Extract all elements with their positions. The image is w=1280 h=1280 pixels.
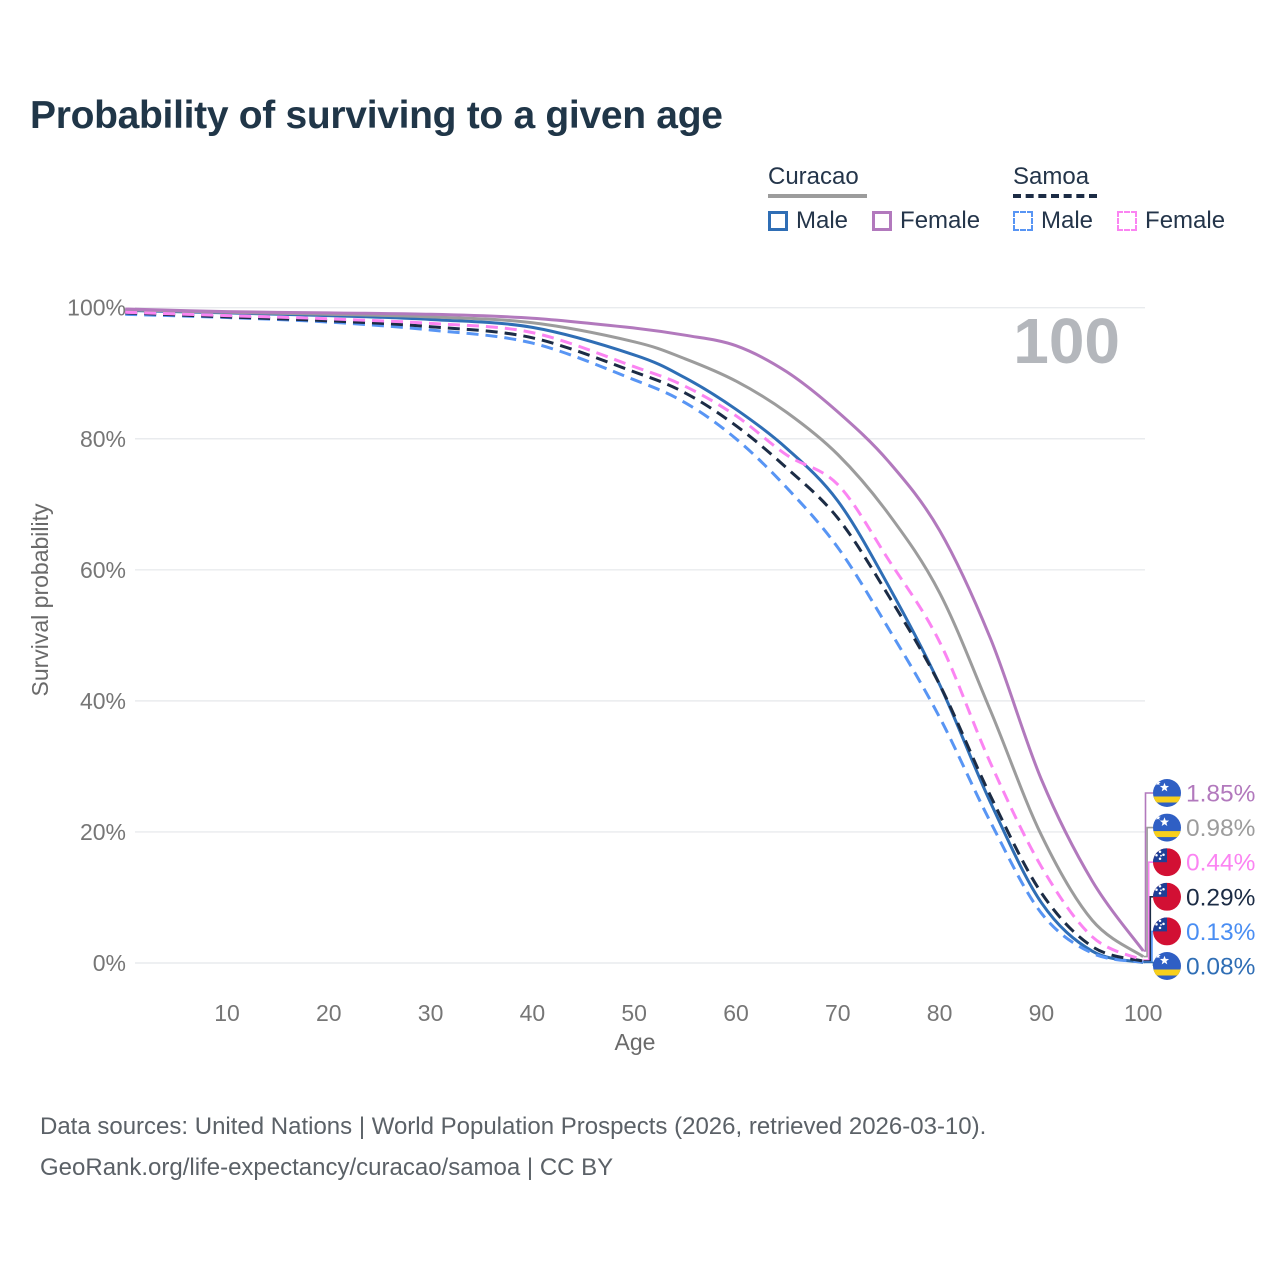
flag-cross-star — [1158, 885, 1162, 888]
curacao-flag-icon — [1153, 813, 1181, 842]
x-tick-label-40: 40 — [520, 1000, 546, 1026]
flag-star-small — [1155, 953, 1161, 959]
legend-item-curacao-male: Male — [768, 207, 848, 235]
x-axis-ticks: 10 20 30 40 50 60 70 80 90 100 — [214, 1000, 1162, 1026]
flag-cross-star — [1155, 888, 1158, 892]
x-tick-label-90: 90 — [1029, 1000, 1055, 1026]
flag-cross-star — [1160, 854, 1162, 857]
legend-swatch-samoa-female — [1117, 211, 1138, 231]
chart-title: Probability of surviving to a given age — [30, 94, 723, 137]
flag-star-small — [1155, 814, 1161, 820]
curve-curacao — [125, 308, 1145, 958]
legend-label-samoa-male: Male — [1041, 207, 1094, 234]
curve-samoa — [125, 311, 1144, 963]
legend-item-samoa-male: Male — [1013, 207, 1093, 235]
y-tick-label-80%: 80% — [80, 426, 126, 452]
flag-canton — [1153, 882, 1167, 897]
samoa-flag-icon — [1153, 917, 1181, 946]
flag-canton — [1153, 917, 1167, 932]
y-tick-label-100%: 100% — [67, 295, 126, 321]
legend-row-curacao: Male Female — [768, 207, 980, 235]
legend-group-samoa: Samoa Male Female — [1013, 163, 1225, 235]
flag-star-small — [1155, 780, 1161, 786]
legend-item-samoa-female: Female — [1117, 207, 1225, 235]
curve-samoa-male — [125, 312, 1144, 964]
x-tick-label-60: 60 — [723, 1000, 749, 1026]
y-tick-label-60%: 60% — [80, 557, 126, 583]
flag-cross-star — [1160, 924, 1162, 926]
y-tick-label-0%: 0% — [93, 950, 126, 976]
flag-cross-star — [1162, 888, 1165, 891]
flag-cross-star — [1155, 853, 1158, 857]
y-axis-ticks: 0% 20% 40% 60% 80% 100% — [67, 295, 126, 976]
samoa-flag-icon — [1153, 882, 1181, 911]
flag-cross-star — [1162, 922, 1165, 926]
flag-cross-star — [1160, 889, 1162, 892]
curve-samoa-female — [125, 310, 1144, 962]
end-label-samoa-male: 0.13% — [1186, 919, 1255, 946]
y-axis-title: Survival probability — [27, 503, 53, 697]
legend-group-curacao: Curacao Male Female — [768, 163, 980, 235]
legend-swatch-samoa-male — [1013, 211, 1033, 231]
flag-star-large — [1159, 817, 1170, 826]
x-tick-label-100: 100 — [1124, 1000, 1162, 1026]
end-label-curacao-female: 1.85% — [1186, 781, 1255, 808]
end-label-curacao: 0.98% — [1186, 815, 1255, 842]
x-axis-title: Age — [615, 1029, 656, 1055]
connector-samoa-female — [1143, 861, 1153, 961]
legend-item-curacao-female: Female — [872, 207, 980, 235]
legend-label-samoa-female: Female — [1145, 207, 1226, 234]
curacao-flag-icon — [1153, 952, 1181, 980]
y-tick-label-40%: 40% — [80, 688, 126, 714]
series-curves — [125, 307, 1145, 964]
flag-star-large — [1159, 955, 1170, 965]
curacao-flag-icon — [1153, 779, 1181, 807]
flag-star-large — [1159, 782, 1170, 792]
end-label-samoa-female: 0.44% — [1186, 850, 1255, 877]
end-label-curacao-male: 0.08% — [1186, 954, 1255, 981]
footer: Data sources: United Nations | World Pop… — [40, 1106, 986, 1188]
connector-curacao-male — [1143, 961, 1155, 967]
x-tick-label-50: 50 — [621, 1000, 647, 1026]
flag-stripe — [1153, 831, 1181, 838]
y-tick-label-20%: 20% — [80, 819, 126, 845]
connector-curacao-female — [1143, 792, 1153, 952]
flag-cross-star — [1158, 919, 1162, 923]
flag-cross-star — [1158, 892, 1162, 895]
x-tick-label-20: 20 — [316, 1000, 342, 1026]
footer-url-line: GeoRank.org/life-expectancy/curacao/samo… — [40, 1154, 614, 1181]
samoa-flag-icon — [1153, 848, 1181, 877]
x-tick-label-70: 70 — [825, 1000, 851, 1026]
connector-samoa — [1143, 896, 1153, 962]
flag-cross-star — [1158, 926, 1162, 930]
legend-swatch-curacao-male — [768, 211, 788, 231]
legend-country-samoa: Samoa — [1013, 163, 1098, 198]
x-tick-label-10: 10 — [214, 1000, 240, 1026]
x-tick-label-80: 80 — [927, 1000, 953, 1026]
connector-curacao — [1143, 826, 1153, 958]
flag-cross-star — [1158, 857, 1162, 860]
flag-cross-star — [1162, 853, 1165, 856]
end-label-samoa: 0.29% — [1186, 884, 1255, 911]
legend-row-samoa: Male Female — [1013, 207, 1225, 235]
flag-cross-star — [1158, 850, 1162, 853]
gridlines — [135, 307, 1145, 964]
footer-source-line: Data sources: United Nations | World Pop… — [40, 1113, 987, 1140]
curve-curacao-female — [125, 307, 1145, 952]
legend-country-curacao: Curacao — [768, 163, 867, 198]
curve-curacao-male — [125, 308, 1144, 964]
age-100-watermark: 100 — [1013, 305, 1120, 377]
flag-cross-star — [1155, 923, 1158, 926]
legend-swatch-curacao-female — [872, 211, 893, 231]
flag-stripe — [1153, 796, 1181, 803]
legend-label-curacao-male: Male — [796, 207, 849, 234]
flag-canton — [1153, 848, 1167, 863]
legend-label-curacao-female: Female — [900, 207, 981, 234]
end-annotations: 1.85% 0.98% 0.44% 0.29% 0.13% 0.08% — [1143, 779, 1255, 981]
x-tick-label-30: 30 — [418, 1000, 444, 1026]
flag-stripe — [1153, 969, 1181, 976]
